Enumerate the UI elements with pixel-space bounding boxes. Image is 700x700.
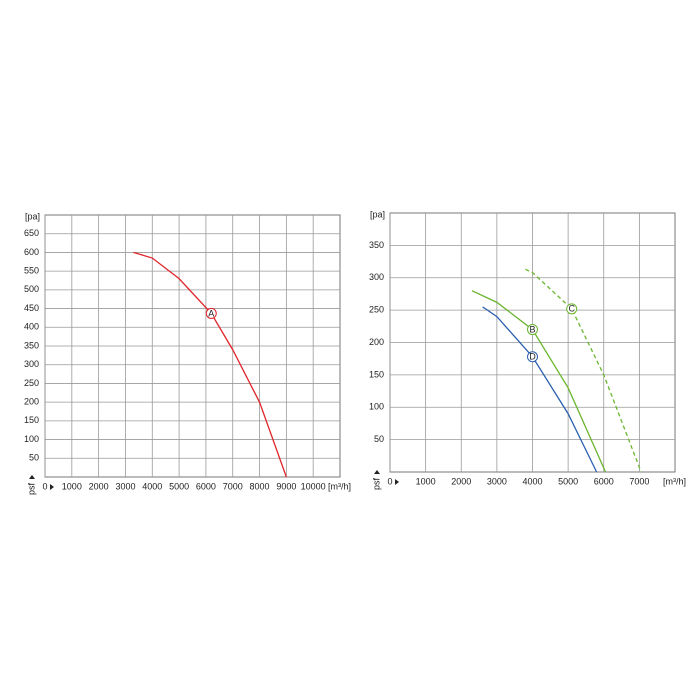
x-tick-label: 6000 — [196, 481, 216, 491]
y-tick-label: 550 — [24, 266, 39, 276]
y-tick-label: 500 — [24, 284, 39, 294]
y-tick-label: 200 — [24, 397, 39, 407]
y-tick-label: 650 — [24, 228, 39, 238]
curve-label: C — [568, 304, 575, 314]
y-tick-label: 250 — [24, 378, 39, 388]
x-tick-label: 1000 — [416, 476, 436, 486]
x-tick-label: 5000 — [558, 476, 578, 486]
x-tick-label: 0 — [387, 476, 392, 486]
y-tick-label: 50 — [29, 453, 39, 463]
x-tick-label: 10000 — [301, 481, 326, 491]
curve-marker — [527, 351, 538, 363]
x-tick-label: 3000 — [115, 481, 135, 491]
x-tick-label: 7000 — [629, 476, 649, 486]
curve-label: A — [208, 308, 214, 318]
curve-label: D — [529, 352, 536, 362]
y-tick-label: 150 — [369, 369, 384, 379]
curve-marker — [566, 303, 578, 315]
chart: 50 100 150 200 250 300 350 400 450 500 550 600 650 0 1… — [24, 211, 351, 495]
curve-marker — [205, 307, 217, 319]
y-axis-label: [pa] — [25, 211, 40, 221]
x-tick-label: 4000 — [142, 481, 162, 491]
curve — [471, 290, 607, 473]
y-tick-label: 100 — [369, 402, 384, 412]
x-tick-label: 6000 — [594, 476, 614, 486]
x-tick-label: 0 — [42, 481, 47, 491]
curve-label: B — [529, 324, 535, 334]
y-tick-label: 350 — [369, 240, 384, 250]
pressure-label: psf — [26, 483, 36, 496]
y-tick-label: 50 — [374, 434, 384, 444]
axis-arrow — [50, 484, 54, 490]
x-tick-label: 2000 — [89, 481, 109, 491]
y-axis-label: [pa] — [370, 209, 385, 219]
y-tick-label: 300 — [24, 359, 39, 369]
y-tick-label: 100 — [24, 434, 39, 444]
axis-arrow — [374, 470, 380, 474]
x-tick-label: 4000 — [522, 476, 542, 486]
curve — [525, 268, 642, 473]
curve-marker — [527, 324, 538, 336]
x-tick-label: 1000 — [62, 481, 82, 491]
axis-arrow — [395, 479, 399, 485]
x-tick-label: 2000 — [451, 476, 471, 486]
x-tick-label: 7000 — [223, 481, 243, 491]
x-tick-label: 8000 — [250, 481, 270, 491]
y-tick-label: 250 — [369, 305, 384, 315]
y-tick-label: 600 — [24, 247, 39, 257]
x-axis-label: [m³/h] — [328, 481, 351, 491]
x-tick-label: 5000 — [169, 481, 189, 491]
y-tick-label: 150 — [24, 415, 39, 425]
axis-arrow — [29, 475, 35, 479]
y-tick-label: 200 — [369, 337, 384, 347]
chart: 50 100 150 200 250 300 350 0 1000 2000 3000 4000 500… — [369, 209, 686, 490]
x-tick-label: 3000 — [487, 476, 507, 486]
pressure-label: psf — [371, 478, 381, 491]
y-tick-label: 450 — [24, 303, 39, 313]
curve — [482, 306, 598, 473]
y-tick-label: 350 — [24, 340, 39, 350]
x-tick-label: 9000 — [276, 481, 296, 491]
y-tick-label: 400 — [24, 322, 39, 332]
x-axis-label: [m³/h] — [663, 476, 686, 486]
y-tick-label: 300 — [369, 272, 384, 282]
